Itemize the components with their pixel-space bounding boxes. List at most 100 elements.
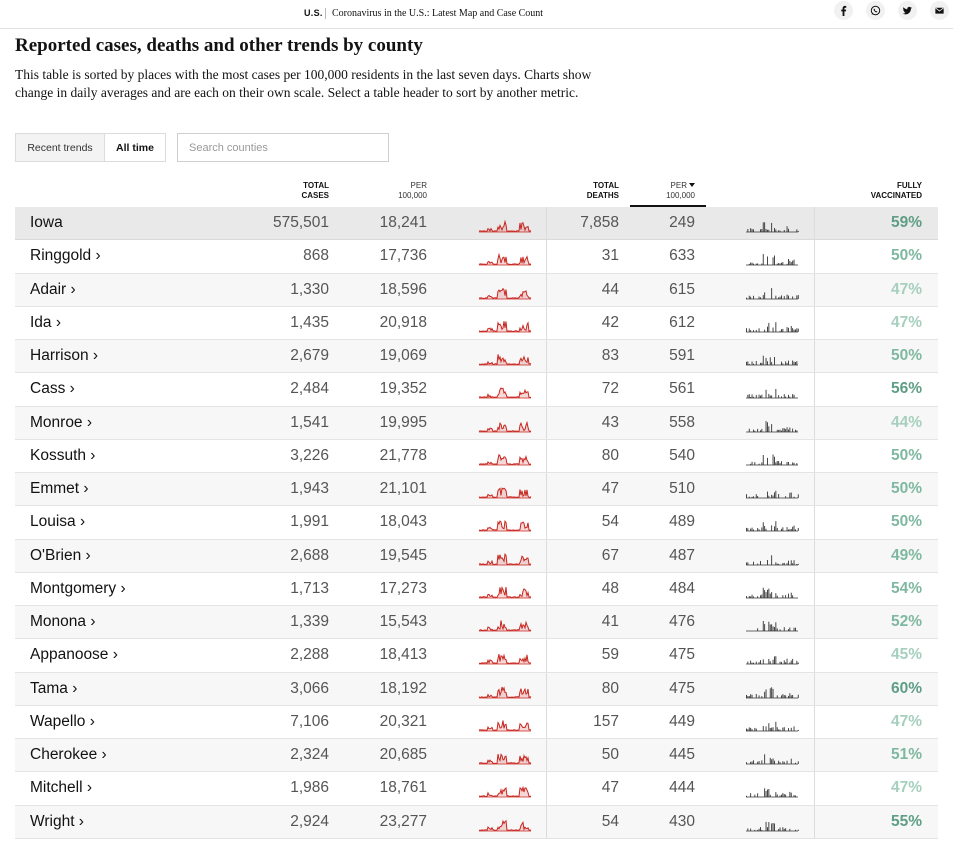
county-name-link[interactable]: Emmet ›	[30, 480, 89, 497]
county-name-link[interactable]: Harrison ›	[30, 347, 99, 364]
deaths-trend-sparkline	[746, 656, 799, 665]
cases-per-100k-value: 19,995	[379, 413, 427, 431]
deaths-trend-sparkline	[746, 721, 799, 732]
county-row[interactable]: Monroe › 1,541 19,995 43 558 44%	[15, 406, 938, 440]
header-total-cases[interactable]: TOTAL CASES	[301, 181, 329, 201]
county-name-link[interactable]: Cherokee ›	[30, 746, 107, 763]
county-row[interactable]: O'Brien › 2,688 19,545 67 487 49%	[15, 539, 938, 573]
cases-trend-sparkline	[478, 320, 532, 333]
deaths-trend-sparkline	[746, 254, 798, 266]
deaths-per-100k-value: 430	[669, 812, 695, 830]
county-name-link[interactable]: Monona ›	[30, 613, 96, 630]
county-row[interactable]: Monona › 1,339 15,543 41 476 52%	[15, 606, 938, 640]
county-row[interactable]: Harrison › 2,679 19,069 83 591 50%	[15, 340, 938, 374]
county-row[interactable]: Montgomery › 1,713 17,273 48 484 54%	[15, 572, 938, 606]
deaths-per-100k-value: 540	[669, 446, 695, 464]
county-name-link[interactable]: Appanoose ›	[30, 646, 118, 664]
county-name-link[interactable]: Wapello ›	[30, 712, 95, 730]
whatsapp-share-button[interactable]	[866, 1, 885, 20]
county-table: Iowa 575,501 18,241 7,858 249 59% Ringgold › 86…	[15, 207, 938, 839]
header-fully-vaccinated[interactable]: FULLY VACCINATED	[871, 181, 922, 201]
search-counties-input[interactable]	[177, 133, 389, 162]
header-cases-per-100k[interactable]: PER 100,000	[398, 181, 427, 201]
total-cases-value: 575,501	[272, 214, 329, 231]
deaths-trend-sparkline	[746, 621, 798, 632]
deaths-trend-sparkline	[746, 454, 798, 466]
recent-trends-tab[interactable]: Recent trends	[16, 134, 105, 161]
county-name-link[interactable]: Cass ›	[30, 380, 75, 398]
column-divider	[814, 639, 815, 672]
county-row[interactable]: Mitchell › 1,986 18,761 47 444 47%	[15, 772, 938, 806]
facebook-share-button[interactable]	[834, 1, 853, 20]
county-name-link[interactable]: Montgomery ›	[30, 579, 126, 597]
county-name-link[interactable]: Tama ›	[30, 679, 78, 697]
story-title[interactable]: Coronavirus in the U.S.: Latest Map and …	[332, 8, 544, 19]
deaths-per-100k-value: 475	[669, 646, 695, 664]
section-label[interactable]: U.S.	[304, 8, 323, 18]
fully-vaccinated-value: 50%	[890, 347, 922, 364]
fully-vaccinated-value: 50%	[890, 247, 922, 265]
total-cases-value: 1,435	[290, 313, 329, 331]
county-name-link[interactable]: Wright ›	[30, 812, 84, 830]
cases-per-100k-value: 18,192	[379, 679, 427, 697]
county-row[interactable]: Emmet › 1,943 21,101 47 510 50%	[15, 473, 938, 507]
table-description: This table is sorted by places with the …	[15, 67, 592, 100]
deaths-trend-sparkline	[746, 686, 799, 698]
cases-per-100k-value: 23,277	[379, 812, 427, 830]
county-name-link[interactable]: Ida ›	[30, 313, 62, 331]
header-total-deaths-line2: DEATHS	[586, 191, 619, 200]
header-deaths-per-100k[interactable]: PER 100,000	[666, 181, 695, 201]
county-row[interactable]: Ringgold › 868 17,736 31 633 50%	[15, 240, 938, 274]
deaths-per-100k-value: 558	[669, 413, 695, 431]
total-deaths-value: 47	[601, 480, 619, 497]
twitter-share-button[interactable]	[898, 1, 917, 20]
county-row[interactable]: Wapello › 7,106 20,321 157 449 47%	[15, 705, 938, 739]
column-divider	[814, 439, 815, 472]
total-deaths-value: 31	[601, 247, 619, 265]
header-deaths-per-line2: 100,000	[666, 191, 695, 200]
column-divider	[546, 306, 547, 339]
total-cases-value: 868	[303, 247, 329, 265]
column-divider	[546, 606, 547, 639]
column-divider	[546, 772, 547, 805]
column-divider	[814, 772, 815, 805]
county-row[interactable]: Wright › 2,924 23,277 54 430 55%	[15, 805, 938, 839]
total-deaths-value: 42	[601, 313, 619, 331]
fully-vaccinated-value: 50%	[890, 480, 922, 497]
cases-per-100k-value: 17,273	[379, 579, 427, 597]
total-deaths-value: 41	[601, 613, 619, 630]
cases-trend-sparkline	[478, 785, 532, 798]
column-divider	[546, 340, 547, 373]
column-divider	[546, 705, 547, 738]
deaths-per-100k-value: 591	[669, 347, 695, 364]
county-name-link[interactable]: O'Brien ›	[30, 546, 91, 564]
deaths-trend-sparkline	[746, 587, 798, 599]
county-row[interactable]: Cherokee › 2,324 20,685 50 445 51%	[15, 739, 938, 773]
county-name-link[interactable]: Adair ›	[30, 280, 76, 298]
county-name-link[interactable]: Kossuth ›	[30, 446, 96, 464]
total-deaths-value: 72	[601, 380, 619, 398]
fully-vaccinated-value: 49%	[890, 546, 922, 564]
county-row[interactable]: Kossuth › 3,226 21,778 80 540 50%	[15, 439, 938, 473]
cases-trend-sparkline	[479, 819, 532, 831]
total-cases-value: 2,688	[290, 546, 329, 564]
all-time-tab[interactable]: All time	[105, 134, 165, 161]
cases-per-100k-value: 17,736	[379, 247, 427, 265]
county-name-link[interactable]: Monroe ›	[30, 413, 93, 431]
county-row[interactable]: Appanoose › 2,288 18,413 59 475 45%	[15, 639, 938, 673]
county-name-link[interactable]: Mitchell ›	[30, 779, 93, 797]
email-share-button[interactable]	[930, 1, 949, 20]
county-name-link[interactable]: Louisa ›	[30, 513, 86, 531]
county-row[interactable]: Tama › 3,066 18,192 80 475 60%	[15, 672, 938, 706]
county-row[interactable]: Louisa › 1,991 18,043 54 489 50%	[15, 506, 938, 540]
header-vaccinated-line1: FULLY	[896, 181, 922, 190]
column-divider	[546, 439, 547, 472]
deaths-trend-sparkline	[746, 355, 798, 366]
county-row[interactable]: Cass › 2,484 19,352 72 561 56%	[15, 373, 938, 407]
county-row[interactable]: Adair › 1,330 18,596 44 615 47%	[15, 273, 938, 307]
cases-per-100k-value: 18,043	[379, 513, 427, 531]
county-row[interactable]: Ida › 1,435 20,918 42 612 47%	[15, 306, 938, 340]
header-total-deaths[interactable]: TOTAL DEATHS	[587, 181, 619, 201]
county-name-link[interactable]: Ringgold ›	[30, 247, 101, 265]
deaths-trend-sparkline	[746, 222, 799, 233]
